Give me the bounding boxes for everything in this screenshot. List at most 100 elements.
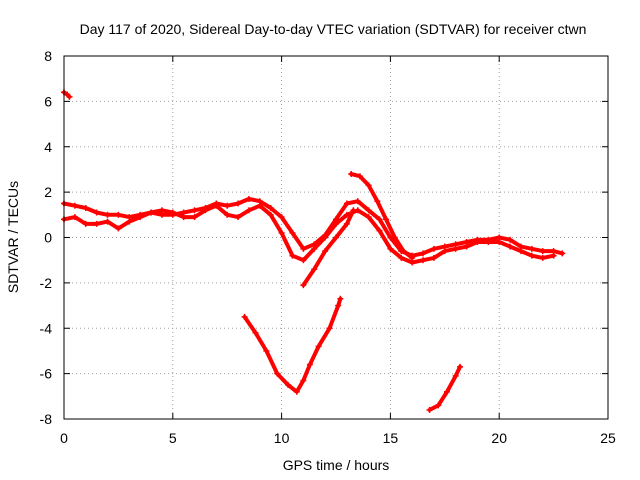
data-point-marker [289,252,296,259]
data-point-marker [333,234,339,241]
data-point-marker [71,202,78,209]
data-point-marker [387,245,394,252]
data-point-marker [452,372,459,379]
data-point-marker [278,214,285,221]
data-point-marker [267,205,274,212]
data-point-marker [343,200,350,207]
data-point-marker [350,207,357,214]
data-point-marker [365,214,372,221]
data-point-marker [169,209,176,216]
data-point-marker [443,388,450,395]
data-point-marker [289,229,296,236]
data-point-marker [420,257,427,264]
data-point-marker [326,325,333,332]
data-point-marker [426,406,433,413]
data-point-marker [356,173,363,180]
data-point-marker [550,252,557,259]
data-point-marker [202,207,209,214]
data-point-marker [285,381,292,388]
data-point-marker [528,245,535,252]
data-point-marker [104,218,111,225]
data-point-marker [224,211,231,218]
y-tick-label: 8 [44,48,52,64]
plot-frame [63,55,609,420]
data-point-marker [300,257,307,264]
data-point-marker [457,363,464,370]
data-point-marker [245,195,252,202]
y-tick-label: 4 [44,139,52,155]
y-tick-label: -8 [40,411,53,427]
data-point-marker [430,254,437,261]
x-tick-label: 0 [60,430,68,446]
chart-title: Day 117 of 2020, Sidereal Day-to-day VTE… [80,21,587,37]
data-point-marker [539,254,546,261]
data-point-marker [463,243,470,250]
data-point-marker [376,227,383,234]
data-point-marker [322,234,329,241]
data-point-marker [82,220,89,227]
data-point-marker [343,211,350,218]
data-point-marker [315,343,322,350]
data-point-marker [158,207,165,214]
data-point-marker [278,229,285,236]
data-point-marker [274,370,281,377]
data-point-marker [300,377,307,384]
data-point-marker [191,214,198,221]
data-point-marker [441,248,448,255]
series-track-d [301,208,356,288]
data-point-marker [191,207,198,214]
y-axis-label: SDTVAR / TECUs [5,181,21,293]
x-tick-label: 25 [600,430,616,446]
data-point-marker [235,214,242,221]
data-point-marker [311,266,318,273]
y-tick-label: 0 [44,230,52,246]
x-tick-label: 20 [491,430,507,446]
data-point-marker [337,295,344,302]
y-tick-label: 6 [44,93,52,109]
x-axis-label: GPS time / hours [283,457,390,473]
data-point-marker [148,209,155,216]
data-point-marker [104,211,111,218]
data-point-marker [115,211,122,218]
data-point-marker [93,209,100,216]
data-point-marker [252,329,259,336]
series-layer [61,89,566,413]
data-point-marker [376,216,383,223]
data-point-marker [335,302,342,309]
data-point-marker [267,211,274,218]
data-point-marker [420,250,427,257]
x-tick-label: 15 [383,430,399,446]
data-point-marker [398,254,405,261]
ticks-layer: 0 5 10 15 20 25 -8 -6 -4 -2 0 2 4 6 8 [40,48,616,446]
data-point-marker [71,214,78,221]
y-tick-label: 2 [44,184,52,200]
data-point-marker [82,205,89,212]
series-track-f [242,296,343,394]
data-point-marker [93,220,100,227]
data-point-marker [224,202,231,209]
data-point-marker [391,234,398,241]
data-point-marker [115,225,122,232]
data-point-marker [517,248,524,255]
data-point-marker [365,207,372,214]
x-tick-label: 10 [274,430,290,446]
data-point-marker [354,198,361,205]
data-point-marker [180,214,187,221]
data-point-marker [485,239,492,246]
y-tick-label: -4 [40,320,53,336]
data-point-marker [400,248,407,255]
data-point-marker [343,220,350,227]
data-point-marker [300,282,307,289]
data-point-marker [66,93,73,100]
data-point-marker [126,218,133,225]
data-point-marker [507,236,514,243]
data-point-marker [528,252,535,259]
y-tick-label: -6 [40,366,53,382]
data-point-marker [256,202,263,209]
data-point-marker [474,239,481,246]
data-point-marker [430,245,437,252]
data-point-marker [300,245,307,252]
data-point-marker [539,248,546,255]
data-point-marker [507,243,514,250]
